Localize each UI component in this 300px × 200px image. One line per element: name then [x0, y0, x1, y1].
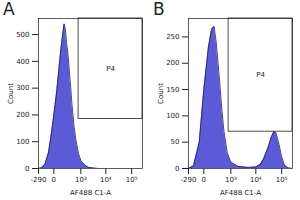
svg-text:0: 0 [25, 165, 29, 173]
svg-text:200: 200 [16, 111, 29, 119]
html-text:B: B [153, 0, 165, 19]
svg-text:P4: P4 [256, 71, 265, 79]
svg-text:50: 50 [171, 138, 180, 146]
svg-text:500: 500 [16, 31, 29, 39]
svg-text:10³: 10³ [75, 176, 87, 184]
svg-text:400: 400 [16, 58, 29, 66]
svg-text:10⁴: 10⁴ [250, 176, 262, 184]
svg-text:100: 100 [166, 112, 179, 120]
svg-text:P4: P4 [106, 65, 115, 73]
svg-text:200: 200 [166, 59, 179, 67]
svg-text:Count: Count [7, 83, 15, 104]
svg-text:0: 0 [52, 176, 56, 184]
svg-text:10⁴: 10⁴ [100, 176, 112, 184]
svg-text:100: 100 [16, 138, 29, 146]
svg-text:-290: -290 [181, 176, 197, 184]
svg-text:AF488 C1-A: AF488 C1-A [70, 189, 111, 197]
svg-text:10⁵: 10⁵ [126, 176, 138, 184]
svg-text:250: 250 [166, 33, 179, 41]
svg-text:-290: -290 [31, 176, 47, 184]
svg-text:AF488 C1-A: AF488 C1-A [220, 189, 261, 197]
svg-text:300: 300 [16, 84, 29, 92]
svg-text:10⁵: 10⁵ [276, 176, 288, 184]
svg-text:Count: Count [157, 83, 165, 104]
html-text:A: A [3, 0, 15, 19]
svg-text:150: 150 [166, 86, 179, 94]
svg-text:0: 0 [175, 165, 179, 173]
svg-text:0: 0 [202, 176, 206, 184]
svg-text:10³: 10³ [225, 176, 237, 184]
